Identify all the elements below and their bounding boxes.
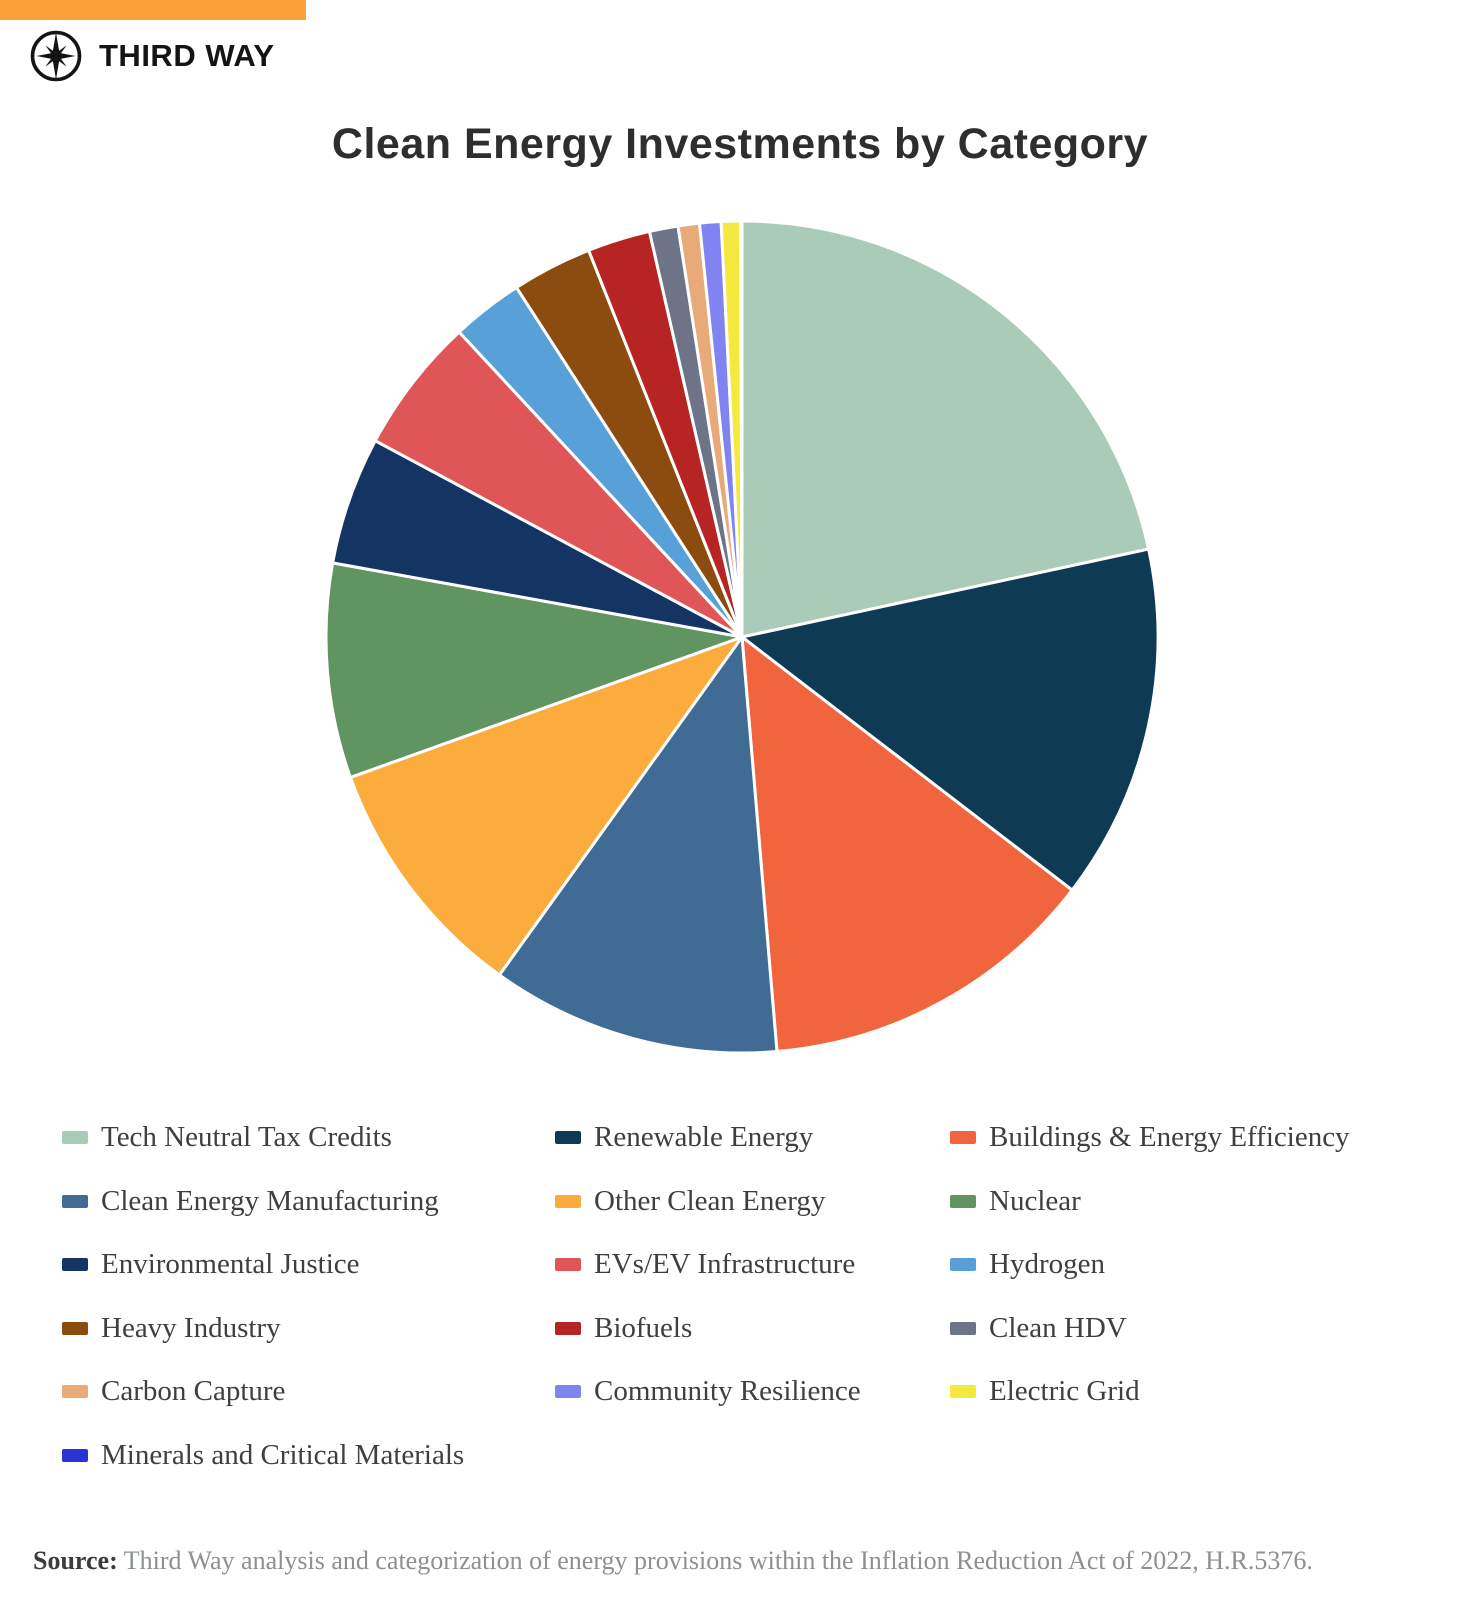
legend-label: Renewable Energy (594, 1121, 814, 1154)
legend: Tech Neutral Tax Credits Renewable Energy… (62, 1106, 1452, 1487)
legend-label: Tech Neutral Tax Credits (101, 1121, 392, 1154)
legend-label: Heavy Industry (101, 1311, 281, 1344)
top-accent-bar (0, 0, 306, 20)
compass-star-icon (30, 30, 82, 82)
legend-swatch-icon (62, 1385, 88, 1399)
source-text: Third Way analysis and categorization of… (117, 1546, 1313, 1575)
pie-slice-other-clean-energy (348, 635, 744, 977)
legend-label: Clean Energy Manufacturing (101, 1184, 439, 1217)
legend-swatch-icon (62, 1448, 88, 1462)
legend-item: Heavy Industry (62, 1311, 555, 1344)
legend-label: Biofuels (594, 1311, 693, 1344)
pie-chart-svg (324, 219, 1160, 1055)
legend-label: Nuclear (989, 1184, 1081, 1217)
legend-swatch-icon (950, 1321, 976, 1335)
legend-swatch-icon (62, 1258, 88, 1272)
legend-item: Clean HDV (950, 1311, 1452, 1344)
legend-item: Renewable Energy (555, 1123, 950, 1152)
legend-label: Environmental Justice (101, 1248, 360, 1281)
legend-item: Electric Grid (950, 1377, 1452, 1406)
legend-item: Community Resilience (555, 1377, 950, 1406)
legend-swatch-icon (62, 1321, 88, 1335)
legend-swatch-icon (950, 1131, 976, 1145)
legend-swatch-icon (950, 1258, 976, 1272)
legend-item: Environmental Justice (62, 1250, 555, 1279)
legend-swatch-icon (555, 1321, 581, 1335)
legend-swatch-icon (950, 1194, 976, 1208)
pie-slice-evs-ev-infrastructure (373, 330, 744, 639)
legend-label: Clean HDV (989, 1311, 1127, 1344)
legend-label: Other Clean Energy (594, 1184, 826, 1217)
pie-slice-minerals-and-critical-materials (739, 219, 744, 639)
legend-swatch-icon (62, 1194, 88, 1208)
legend-swatch-icon (555, 1258, 581, 1272)
legend-label: Hydrogen (989, 1248, 1105, 1281)
legend-label: Electric Grid (989, 1375, 1140, 1408)
legend-label: Minerals and Critical Materials (101, 1438, 465, 1471)
legend-item: Minerals and Critical Materials (62, 1438, 555, 1471)
page-title: Clean Energy Investments by Category (331, 120, 1149, 168)
legend-item: Biofuels (555, 1311, 950, 1344)
legend-item: Nuclear (950, 1184, 1452, 1217)
legend-item: Clean Energy Manufacturing (62, 1184, 555, 1217)
brand-header: THIRD WAY (28, 27, 275, 85)
brand-name: THIRD WAY (99, 38, 275, 73)
legend-item: Hydrogen (950, 1250, 1452, 1279)
legend-swatch-icon (62, 1131, 88, 1145)
legend-item: EVs/EV Infrastructure (555, 1250, 950, 1279)
source-label: Source: (33, 1546, 118, 1575)
source-note: Source: Third Way analysis and categoriz… (33, 1545, 1453, 1578)
pie-chart (322, 217, 1162, 1057)
legend-swatch-icon (555, 1131, 581, 1145)
legend-label: EVs/EV Infrastructure (594, 1248, 856, 1281)
legend-item: Carbon Capture (62, 1377, 555, 1406)
legend-item: Tech Neutral Tax Credits (62, 1123, 555, 1152)
legend-swatch-icon (555, 1385, 581, 1399)
legend-label: Buildings & Energy Efficiency (989, 1121, 1350, 1154)
legend-label: Carbon Capture (101, 1375, 286, 1408)
pie-slice-nuclear (324, 561, 744, 779)
pie-slice-buildings-energy-efficiency (740, 635, 1074, 1054)
legend-label: Community Resilience (594, 1375, 861, 1408)
legend-swatch-icon (555, 1194, 581, 1208)
legend-swatch-icon (950, 1385, 976, 1399)
legend-item: Buildings & Energy Efficiency (950, 1123, 1452, 1152)
pie-slice-clean-energy-manufacturing (497, 635, 779, 1055)
pie-slice-renewable-energy (740, 547, 1160, 892)
legend-item: Other Clean Energy (555, 1184, 950, 1217)
pie-slice-tech-neutral-tax-credits (740, 219, 1151, 639)
